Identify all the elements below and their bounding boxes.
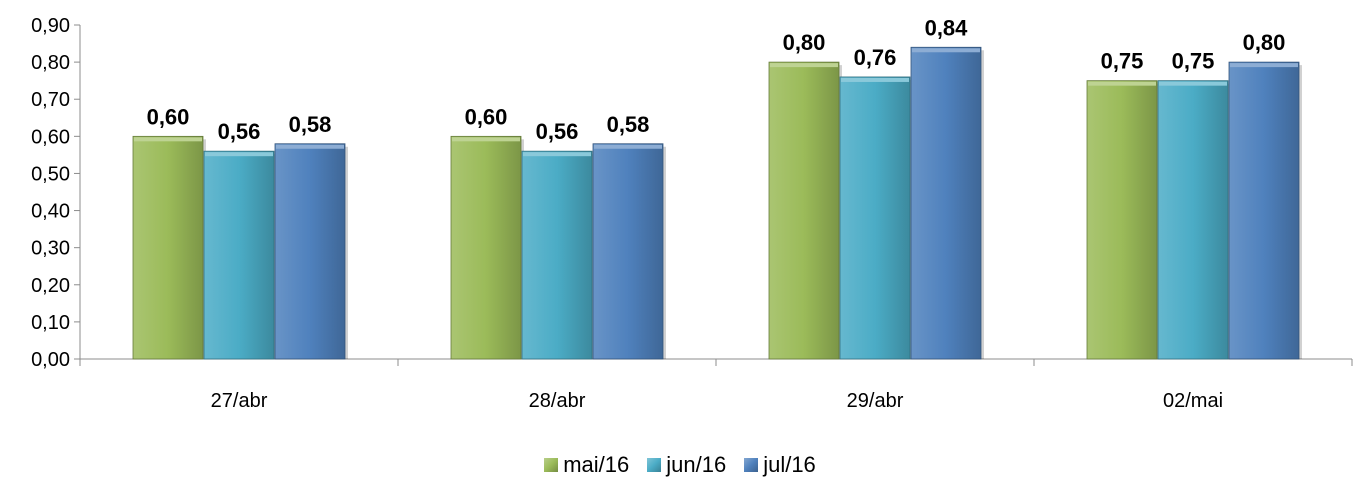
y-tick-label: 0,90	[31, 15, 70, 37]
bar-jun-16-2	[839, 76, 911, 360]
y-axis: 0,00 0,10 0,20 0,30 0,40 0,50 0,60 0,70 0,80 0,90	[31, 15, 81, 371]
bar-mai-16-0	[132, 135, 204, 360]
data-label: 0,80	[783, 30, 826, 55]
data-label: 0,58	[289, 112, 332, 137]
data-label: 0,60	[465, 104, 508, 129]
legend-swatch	[744, 458, 759, 472]
bar-jun-16-1	[521, 150, 593, 360]
bar-jul-16-0	[274, 143, 346, 360]
y-tick-label: 0,20	[31, 275, 70, 297]
legend-swatch	[647, 458, 662, 472]
bar-top-highlight	[912, 48, 980, 53]
bar-top-highlight	[1088, 81, 1156, 86]
data-label: 0,75	[1101, 49, 1144, 74]
legend-item-mai-16: mai/16	[544, 452, 629, 478]
legend-item-jun-16: jun/16	[647, 452, 726, 478]
bar-top-highlight	[770, 63, 838, 68]
data-label: 0,80	[1243, 30, 1286, 55]
bar-top-highlight	[1230, 63, 1298, 68]
x-tick-label: 28/abr	[529, 390, 586, 412]
bar-mai-16-1	[450, 135, 522, 360]
bar-top-highlight	[276, 144, 344, 149]
bar-mai-16-2	[768, 61, 840, 360]
y-tick-label: 0,50	[31, 163, 70, 185]
bar-jul-16-2	[910, 46, 982, 360]
bar-mai-16-3	[1086, 80, 1158, 360]
y-tick-label: 0,00	[31, 349, 70, 371]
data-label: 0,60	[147, 104, 190, 129]
y-tick-label: 0,30	[31, 238, 70, 260]
x-tick-label: 29/abr	[847, 390, 904, 412]
y-tick-label: 0,60	[31, 126, 70, 148]
bar-top-highlight	[1159, 81, 1227, 86]
x-tick-label: 27/abr	[211, 390, 268, 412]
y-tick-label: 0,80	[31, 52, 70, 74]
data-label: 0,56	[218, 119, 261, 144]
bar-top-highlight	[594, 144, 662, 149]
legend-label: jul/16	[763, 452, 816, 477]
data-labels: 0,60 0,56 0,58 0,60 0,56 0,58 0,80 0,76 0,84 0,75…	[147, 15, 1286, 144]
legend-label: mai/16	[563, 452, 630, 477]
data-label: 0,84	[925, 15, 969, 40]
bars	[132, 46, 1302, 360]
x-axis: 27/abr 28/abr 29/abr 02/mai	[79, 358, 1353, 412]
data-label: 0,56	[536, 119, 579, 144]
bar-top-highlight	[841, 77, 909, 82]
bar-jul-16-3	[1228, 61, 1300, 360]
legend: mai/16 jun/16 jul/16	[0, 452, 1360, 478]
legend-label: jun/16	[666, 452, 727, 477]
bar-top-highlight	[205, 152, 273, 157]
y-tick-label: 0,10	[31, 312, 70, 334]
data-label: 0,58	[607, 112, 650, 137]
bar-top-highlight	[452, 137, 520, 142]
bar-jun-16-0	[203, 150, 275, 360]
bar-top-highlight	[134, 137, 202, 142]
legend-swatch	[544, 458, 559, 472]
data-label: 0,76	[854, 45, 897, 70]
y-tick-label: 0,40	[31, 201, 70, 223]
y-tick-label: 0,70	[31, 89, 70, 111]
bar-jul-16-1	[592, 143, 664, 360]
x-tick-label: 02/mai	[1163, 390, 1223, 412]
legend-item-jul-16: jul/16	[744, 452, 816, 478]
bar-top-highlight	[523, 152, 591, 157]
bar-jun-16-3	[1157, 80, 1229, 360]
data-label: 0,75	[1172, 49, 1215, 74]
